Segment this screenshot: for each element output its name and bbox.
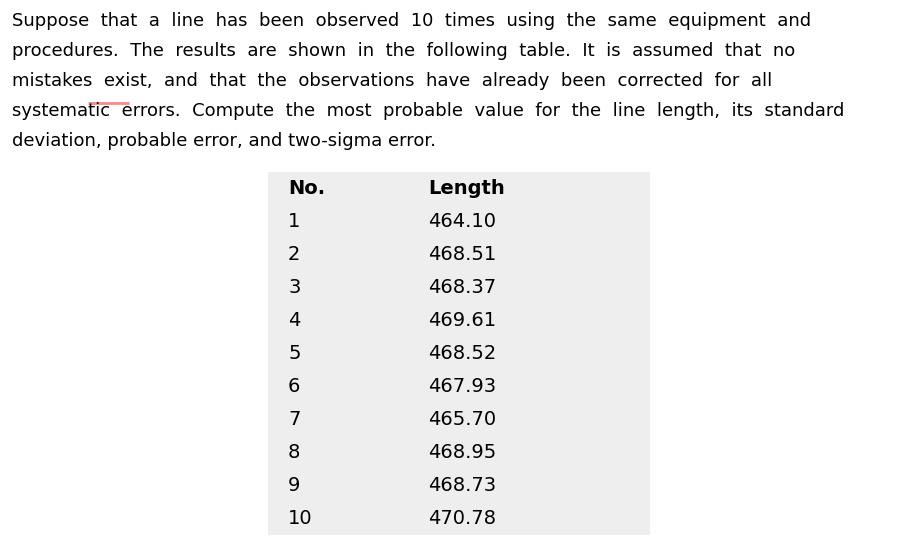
Text: 5: 5: [288, 344, 301, 363]
Text: 464.10: 464.10: [428, 212, 496, 231]
Text: procedures.  The  results  are  shown  in  the  following  table.  It  is  assum: procedures. The results are shown in the…: [12, 42, 795, 60]
Text: 2: 2: [288, 245, 300, 264]
Text: 4: 4: [288, 311, 300, 330]
Text: 468.51: 468.51: [428, 245, 496, 264]
Text: 470.78: 470.78: [428, 509, 496, 528]
Text: mistakes  exist,  and  that  the  observations  have  already  been  corrected  : mistakes exist, and that the observation…: [12, 72, 773, 90]
Text: Suppose  that  a  line  has  been  observed  10  times  using  the  same  equipm: Suppose that a line has been observed 10…: [12, 12, 811, 30]
Text: 9: 9: [288, 476, 300, 495]
Text: 10: 10: [288, 509, 313, 528]
Text: No.: No.: [288, 179, 325, 198]
Text: 467.93: 467.93: [428, 377, 496, 396]
Text: 3: 3: [288, 278, 300, 297]
Text: 468.73: 468.73: [428, 476, 496, 495]
Text: 465.70: 465.70: [428, 410, 496, 429]
Text: Length: Length: [428, 179, 504, 198]
Text: 6: 6: [288, 377, 300, 396]
Text: deviation, probable error, and two-sigma error.: deviation, probable error, and two-sigma…: [12, 132, 436, 150]
Text: 468.37: 468.37: [428, 278, 496, 297]
Text: 1: 1: [288, 212, 300, 231]
Text: 8: 8: [288, 443, 300, 462]
Text: 468.52: 468.52: [428, 344, 496, 363]
Text: 468.95: 468.95: [428, 443, 496, 462]
Text: 7: 7: [288, 410, 300, 429]
Text: systematic  errors.  Compute  the  most  probable  value  for  the  line  length: systematic errors. Compute the most prob…: [12, 102, 844, 120]
Text: 469.61: 469.61: [428, 311, 496, 330]
